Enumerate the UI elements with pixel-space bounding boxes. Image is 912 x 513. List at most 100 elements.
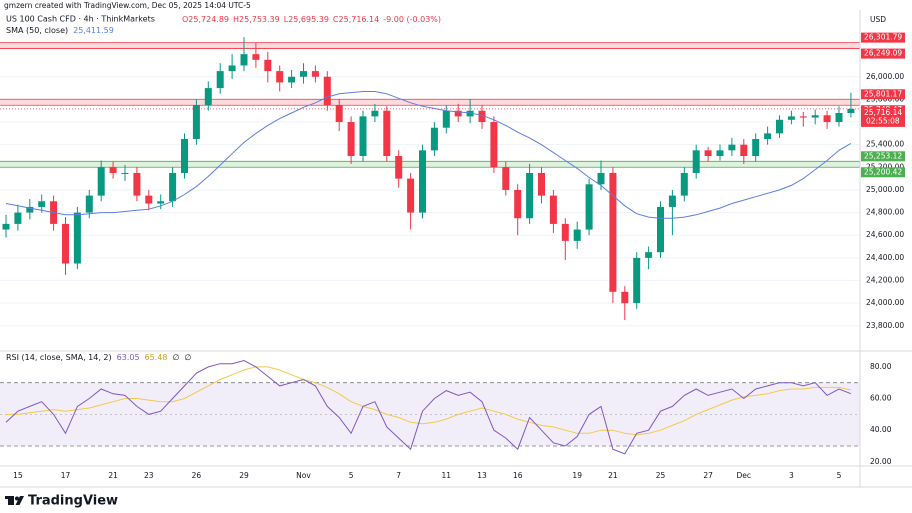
candle-body: [419, 150, 426, 213]
rsi-tick-label: 60.00: [870, 394, 892, 403]
rsi-tick-label: 20.00: [870, 457, 892, 466]
brand: TradingView: [28, 494, 118, 509]
candle-body: [14, 212, 22, 224]
ohlc-value: O25,724.89: [182, 15, 229, 24]
candle-body: [430, 127, 438, 151]
rsi-legend-value: 65.48: [145, 353, 168, 362]
countdown: 02:55:08: [866, 116, 900, 125]
rsi-legend-value: ∅: [184, 353, 191, 362]
candle-body: [835, 112, 843, 123]
candle-body: [109, 167, 117, 173]
x-tick-label: 3: [789, 471, 794, 480]
candle-body: [73, 212, 81, 264]
last-price-bg: [861, 107, 905, 127]
candle-body: [561, 223, 569, 241]
x-tick-label: 5: [837, 471, 842, 480]
candle-body: [526, 172, 534, 219]
candle-body: [466, 110, 474, 117]
candle-body: [585, 184, 593, 230]
rsi-name: RSI (14, close, SMA, 14, 2): [6, 353, 112, 362]
rsi-legend-value: 63.05: [117, 353, 140, 362]
sma-value: 25,411.59: [73, 26, 114, 35]
sma-legend: SMA (50, close) 25,411.59: [6, 26, 114, 35]
candle-body: [538, 172, 545, 196]
x-tick-label: Dec: [737, 471, 752, 480]
candle-body: [264, 59, 272, 72]
symbol: US 100 Cash CFD · 4h · ThinkMarkets: [6, 15, 155, 24]
rsi-tick-label: 80.00: [870, 362, 892, 371]
candle-body: [300, 71, 307, 77]
rsi-legend-value: ∅: [172, 353, 179, 362]
candle-body: [240, 54, 248, 66]
last-price-label: 25,716.14: [864, 108, 902, 117]
candle-body: [62, 223, 69, 264]
candle-body: [2, 223, 10, 230]
candle-body: [26, 206, 34, 213]
y-tick-label: 25,400.00: [866, 140, 904, 149]
rsi-tick-label: 40.00: [870, 425, 892, 434]
ohlc-value: H25,753.39: [233, 15, 280, 24]
candle-body: [97, 167, 105, 196]
x-tick-label: 5: [349, 471, 354, 480]
candle-body: [823, 115, 831, 123]
candle-body: [121, 172, 129, 174]
price-label-bg: [861, 151, 905, 162]
candle-body: [645, 252, 653, 258]
candle-body: [728, 144, 736, 151]
currency: USD: [870, 15, 886, 24]
price-axis-bg: [860, 10, 912, 487]
zone: [0, 99, 860, 106]
candle-body: [145, 195, 153, 204]
candle-body: [502, 167, 510, 190]
x-tick-label: 26: [192, 471, 202, 480]
sma-line: [5, 91, 852, 219]
candle-body: [668, 195, 676, 207]
x-tick-label: 11: [442, 471, 452, 480]
candle-body: [169, 172, 177, 202]
x-tick-label: 17: [61, 471, 71, 480]
candle-body: [252, 54, 260, 60]
candle-body: [38, 201, 46, 207]
candle-body: [192, 105, 200, 140]
y-tick-label: 24,800.00: [866, 208, 904, 217]
candle-body: [764, 133, 772, 140]
price-label-bg: [861, 89, 905, 100]
candle-body: [288, 76, 296, 83]
candle-body: [335, 105, 343, 123]
price-label-bg: [861, 48, 905, 59]
rsi-line: [5, 359, 852, 455]
x-tick-label: 7: [396, 471, 401, 480]
candle-body: [216, 71, 224, 89]
candle-body: [276, 71, 284, 83]
candle-body: [395, 155, 403, 179]
candle-body: [359, 116, 367, 156]
y-tick-label: 24,600.00: [866, 230, 904, 239]
price-label: 25,200.42: [864, 167, 902, 176]
overlay-layer: 23,800.00 24,000.00 24,200.00 24,400.00 24,6…: [13, 32, 905, 480]
x-tick-label: 21: [608, 471, 618, 480]
candle-body: [133, 172, 141, 196]
candle-body: [323, 76, 331, 106]
candle-body: [704, 150, 712, 156]
y-tick-label: 25,200.00: [866, 162, 904, 171]
x-tick-label: 16: [513, 471, 523, 480]
x-tick-label: 15: [13, 471, 23, 480]
price-label: 26,301.79: [864, 33, 902, 42]
candle-body: [181, 139, 188, 173]
sma-name: SMA (50, close): [6, 26, 68, 35]
ohlc-value: C25,716.14: [333, 15, 379, 24]
candle-body: [633, 257, 641, 304]
y-tick-label: 24,400.00: [866, 253, 904, 262]
candle-body: [740, 144, 748, 156]
candle-body: [371, 110, 379, 117]
rsi-line: [6, 366, 852, 436]
candle-body: [442, 110, 450, 128]
ohlc-value: -9.00 (-0.03%): [383, 15, 441, 24]
candle-body: [228, 65, 236, 72]
zone: [0, 161, 860, 168]
y-tick-label: 25,000.00: [866, 185, 904, 194]
candle-body: [490, 122, 498, 168]
candle-body: [692, 150, 700, 173]
candle-body: [347, 122, 355, 156]
